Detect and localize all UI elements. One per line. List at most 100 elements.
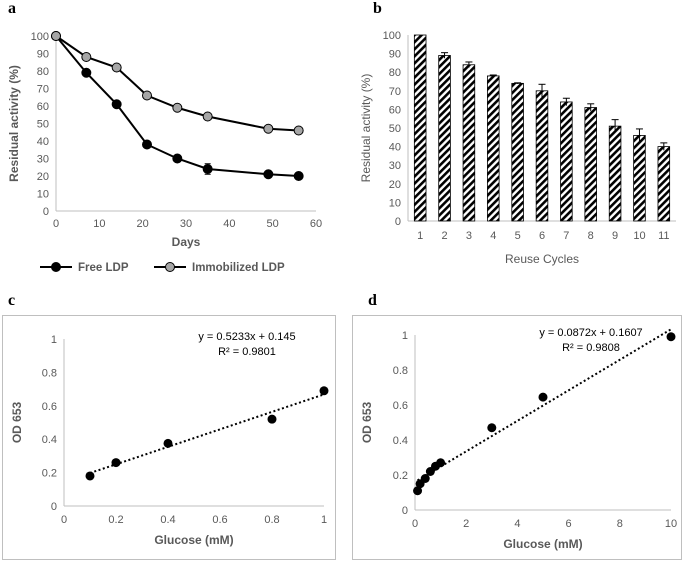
series-line-immobilized [55, 35, 299, 132]
y-tick-label: 60 [389, 104, 401, 116]
y-axis-label: Residual activity (%) [359, 74, 373, 183]
legend-label-free: Free LDP [78, 262, 129, 274]
legend-marker-immobilized [165, 262, 175, 272]
data-point-immobilized [293, 125, 304, 136]
x-tick-label: 2 [441, 230, 447, 242]
y-tick-label: 0 [51, 501, 57, 513]
y-tick-label: 0.6 [393, 400, 408, 412]
y-tick-label: 100 [383, 30, 401, 42]
bar-cycle-7 [560, 101, 573, 222]
x-tick-label: 40 [223, 218, 235, 230]
y-tick-label: 30 [37, 154, 49, 166]
data-point-free [81, 67, 92, 78]
y-tick-label: 0.4 [42, 434, 57, 446]
y-tick-label: 0 [395, 216, 401, 228]
data-point-immobilized [202, 111, 213, 122]
x-tick-label: 8 [588, 230, 594, 242]
panel-label-b: b [373, 0, 382, 17]
x-tick-label: 30 [180, 218, 192, 230]
trendline-r2: R² = 0.9801 [218, 346, 276, 358]
data-point-free [172, 153, 183, 164]
data-point [436, 458, 446, 468]
y-axis-label: OD 653 [10, 401, 24, 443]
y-tick-label: 0.8 [393, 365, 408, 377]
x-tick-label: 0 [412, 518, 418, 530]
x-tick-label: 60 [310, 218, 322, 230]
data-point-free [293, 171, 304, 181]
data-point-free [111, 99, 122, 110]
y-tick-label: 70 [37, 84, 49, 96]
data-point-immobilized [263, 123, 274, 134]
legend-label-immobilized: Immobilized LDP [192, 262, 285, 274]
data-point [85, 471, 95, 481]
x-tick-label: 10 [93, 218, 105, 230]
trendline [89, 393, 325, 474]
data-point [666, 332, 676, 342]
y-tick-label: 10 [37, 189, 49, 201]
bar-cycle-9 [608, 125, 622, 222]
x-tick-label: 20 [137, 218, 149, 230]
x-axis-label: Reuse Cycles [505, 252, 579, 266]
y-tick-label: 0.8 [42, 367, 57, 379]
x-tick-label: 0.2 [108, 514, 123, 526]
data-point [413, 486, 423, 496]
data-point-immobilized [81, 52, 92, 62]
y-tick-label: 10 [389, 197, 401, 209]
x-tick-label: 4 [514, 518, 520, 530]
x-tick-label: 1 [321, 514, 327, 526]
chart-a: 0 10 20 30 40 50 60 70 80 90 100 0 10 20 30 40 50 60 Days R… [7, 31, 322, 274]
y-tick-label: 30 [389, 160, 401, 172]
x-tick-label: 7 [563, 230, 569, 242]
x-tick-label: 0.4 [160, 514, 175, 526]
x-tick-label: 1 [417, 230, 423, 242]
y-tick-label: 70 [389, 86, 401, 98]
data-point-immobilized [142, 90, 152, 101]
data-point-free [142, 139, 152, 150]
series-line-free [55, 35, 299, 177]
y-axis-label: OD 653 [360, 401, 374, 443]
trendline [417, 328, 672, 482]
x-tick-label: 0.6 [212, 514, 227, 526]
data-point-free [202, 164, 213, 174]
data-point [111, 458, 121, 468]
y-tick-label: 0 [43, 206, 49, 218]
x-tick-label: 10 [665, 518, 677, 530]
chart-b: 0 10 20 30 40 50 60 70 80 90 100 1 2 3 4 5 6 7 8 9 10 11 Reuse… [359, 30, 676, 266]
x-tick-label: 10 [633, 230, 645, 242]
x-tick-label: 0.8 [264, 514, 279, 526]
panel-label-c: c [8, 292, 16, 309]
bar-cycle-3 [462, 64, 476, 222]
x-axis-label: Glucose (mM) [503, 537, 582, 551]
y-tick-label: 50 [37, 119, 49, 131]
bar-cycle-10 [633, 135, 646, 222]
bar-cycle-5 [511, 82, 524, 222]
x-tick-label: 0 [53, 218, 59, 230]
y-tick-label: 20 [389, 179, 401, 191]
y-tick-label: 90 [37, 49, 49, 61]
trendline-equation: y = 0.5233x + 0.145 [198, 331, 295, 343]
data-point-immobilized [111, 62, 122, 73]
y-tick-label: 0.2 [393, 470, 408, 482]
x-tick-label: 4 [490, 230, 496, 242]
x-tick-label: 6 [539, 230, 545, 242]
x-tick-label: 0 [61, 514, 67, 526]
data-point [420, 474, 430, 483]
y-tick-label: 0.6 [42, 401, 57, 413]
data-point-immobilized [51, 31, 61, 41]
chart-c: 0 0.2 0.4 0.6 0.8 1 0 0.2 0.4 0.6 0.8 1 Glucose (mM)… [2, 315, 336, 560]
y-tick-label: 50 [389, 123, 401, 135]
data-point [538, 392, 548, 402]
panel-label-a: a [8, 0, 16, 17]
y-tick-label: 80 [37, 66, 49, 78]
y-tick-label: 20 [37, 171, 49, 183]
x-tick-label: 3 [466, 230, 472, 242]
legend-marker-free [51, 262, 61, 272]
y-tick-label: 0.4 [393, 435, 408, 447]
x-tick-label: 8 [617, 518, 623, 530]
data-point [319, 386, 329, 396]
data-point [267, 414, 277, 424]
x-tick-label: 9 [612, 230, 618, 242]
bar-cycle-11 [657, 146, 671, 222]
bar-cycle-1 [413, 34, 427, 222]
